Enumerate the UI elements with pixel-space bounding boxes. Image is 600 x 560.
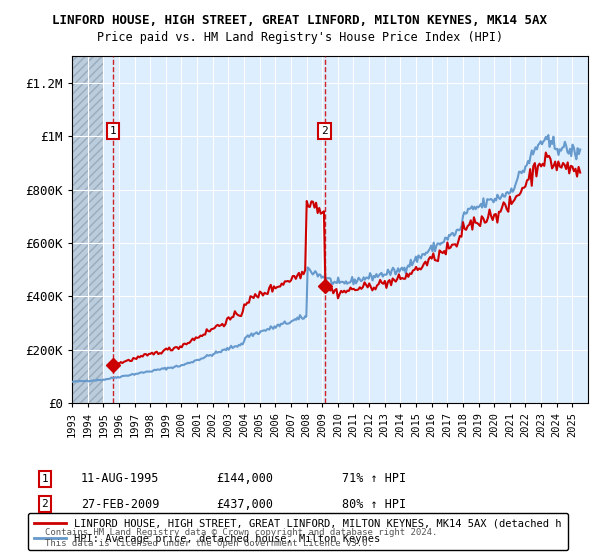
Text: 11-AUG-1995: 11-AUG-1995 [81,472,160,486]
Text: 71% ↑ HPI: 71% ↑ HPI [342,472,406,486]
Legend: LINFORD HOUSE, HIGH STREET, GREAT LINFORD, MILTON KEYNES, MK14 5AX (detached h, : LINFORD HOUSE, HIGH STREET, GREAT LINFOR… [28,512,568,550]
Text: 80% ↑ HPI: 80% ↑ HPI [342,497,406,511]
Text: 2: 2 [321,126,328,136]
Text: 2: 2 [41,499,49,509]
Text: Contains HM Land Registry data © Crown copyright and database right 2024.
This d: Contains HM Land Registry data © Crown c… [45,528,437,548]
Text: 1: 1 [110,126,116,136]
Text: Price paid vs. HM Land Registry's House Price Index (HPI): Price paid vs. HM Land Registry's House … [97,31,503,44]
Text: £144,000: £144,000 [216,472,273,486]
Text: LINFORD HOUSE, HIGH STREET, GREAT LINFORD, MILTON KEYNES, MK14 5AX: LINFORD HOUSE, HIGH STREET, GREAT LINFOR… [53,14,548,27]
Text: £437,000: £437,000 [216,497,273,511]
Text: 1: 1 [41,474,49,484]
Text: 27-FEB-2009: 27-FEB-2009 [81,497,160,511]
Bar [72,56,103,403]
